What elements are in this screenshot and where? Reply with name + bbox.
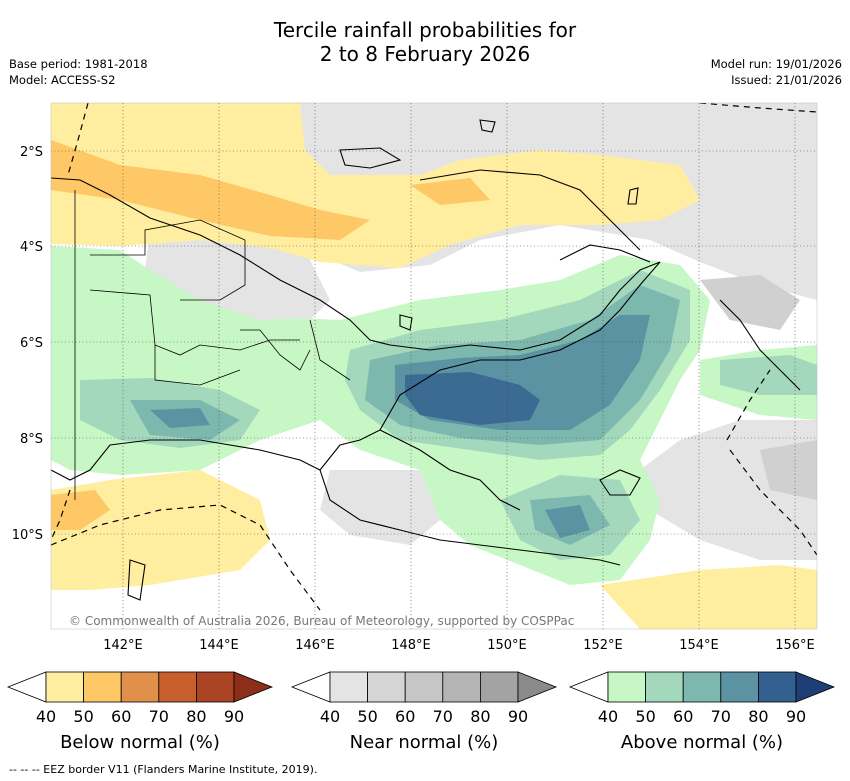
lat-label: 10°S xyxy=(12,528,43,543)
meta-right: Model run: 19/01/2026 Issued: 21/01/2026 xyxy=(711,56,842,88)
coastlines xyxy=(51,119,801,601)
map-title: Tercile rainfall probabilities for 2 to … xyxy=(0,18,850,66)
colorbar-segment xyxy=(682,671,722,703)
colorbar-under-tip xyxy=(6,671,47,703)
colorbar-segment xyxy=(120,671,160,703)
colorbar-tick-label: 70 xyxy=(711,707,731,726)
lon-label: 144°E xyxy=(199,638,239,653)
colorbar-segment xyxy=(45,671,84,703)
lon-label: 152°E xyxy=(583,638,623,653)
colorbar-tick-label: 70 xyxy=(149,707,169,726)
colorbar-over-tip xyxy=(517,671,558,703)
colorbar-2: 40 50 60 70 80 90 Near normal (%) xyxy=(290,671,558,753)
province-borders xyxy=(74,190,351,500)
title-line-2: 2 to 8 February 2026 xyxy=(319,42,531,66)
issued-date: Issued: 21/01/2026 xyxy=(731,73,842,87)
lon-label: 154°E xyxy=(679,638,719,653)
colorbar-under-tip xyxy=(290,671,331,703)
eez-borders xyxy=(51,103,817,611)
lat-label: 6°S xyxy=(20,336,43,351)
colorbar-segment xyxy=(758,671,797,703)
colorbar-tick-label: 90 xyxy=(508,707,528,726)
colorbar-title: Above normal (%) xyxy=(621,732,783,753)
colorbar-segment xyxy=(83,671,122,703)
colorbar-tick-label: 60 xyxy=(673,707,693,726)
colorbar-title: Near normal (%) xyxy=(350,732,499,753)
below-normal-zones xyxy=(51,103,817,629)
colorbar-under-tip xyxy=(568,671,609,703)
colorbar-tick-label: 80 xyxy=(748,707,768,726)
colorbar-segment xyxy=(607,671,646,703)
colorbar-segment xyxy=(442,671,481,703)
gridlines xyxy=(51,103,817,629)
eez-footnote: -- -- -- EEZ border V11 (Flanders Marine… xyxy=(9,763,318,776)
colorbar-tick-label: 80 xyxy=(186,707,206,726)
colorbar-segment xyxy=(195,671,235,703)
lon-label: 150°E xyxy=(487,638,527,653)
colorbar-over-tip xyxy=(795,671,836,703)
lat-label: 8°S xyxy=(20,432,43,447)
lon-label: 142°E xyxy=(103,638,143,653)
lon-label: 148°E xyxy=(391,638,431,653)
colorbar-tick-label: 70 xyxy=(433,707,453,726)
colorbar-segment xyxy=(404,671,444,703)
colorbar-segment xyxy=(329,671,368,703)
model-run: Model run: 19/01/2026 xyxy=(710,57,842,71)
colorbar-tick-label: 40 xyxy=(36,707,56,726)
colorbar-tick-label: 50 xyxy=(73,707,93,726)
colorbar-tick-label: 80 xyxy=(470,707,490,726)
colorbar-tick-label: 60 xyxy=(395,707,415,726)
map-frame xyxy=(50,102,818,630)
near-normal-darker xyxy=(700,275,817,500)
lat-label: 4°S xyxy=(20,240,43,255)
colorbar-tick-label: 40 xyxy=(320,707,340,726)
colorbar-segment xyxy=(720,671,759,703)
lon-label: 146°E xyxy=(295,638,335,653)
meta-left: Base period: 1981-2018 Model: ACCESS-S2 xyxy=(9,56,148,88)
map-area xyxy=(51,103,817,629)
colorbar-segment xyxy=(367,671,406,703)
above-normal-zones xyxy=(51,246,817,585)
colorbar-tick-label: 90 xyxy=(224,707,244,726)
lon-labels: 142°E 144°E 146°E 148°E 150°E 152°E 154°… xyxy=(103,638,815,653)
lat-label: 2°S xyxy=(20,145,43,160)
lon-label: 156°E xyxy=(775,638,815,653)
colorbar-tick-label: 50 xyxy=(635,707,655,726)
colorbar-tick-label: 90 xyxy=(786,707,806,726)
model-name: Model: ACCESS-S2 xyxy=(9,73,116,87)
colorbar-segment xyxy=(479,671,519,703)
colorbar-over-tip xyxy=(233,671,274,703)
colorbar-title: Below normal (%) xyxy=(60,732,220,753)
title-line-1: Tercile rainfall probabilities for xyxy=(273,18,577,42)
colorbar-tick-label: 40 xyxy=(598,707,618,726)
colorbar-segment xyxy=(645,671,684,703)
colorbar-tick-label: 50 xyxy=(357,707,377,726)
colorbar-segment xyxy=(158,671,197,703)
colorbar-tick-label: 60 xyxy=(111,707,131,726)
base-period: Base period: 1981-2018 xyxy=(9,57,148,71)
lat-labels: 2°S 4°S 6°S 8°S 10°S xyxy=(12,145,43,543)
copyright-note: © Commonwealth of Australia 2026, Bureau… xyxy=(69,614,574,628)
